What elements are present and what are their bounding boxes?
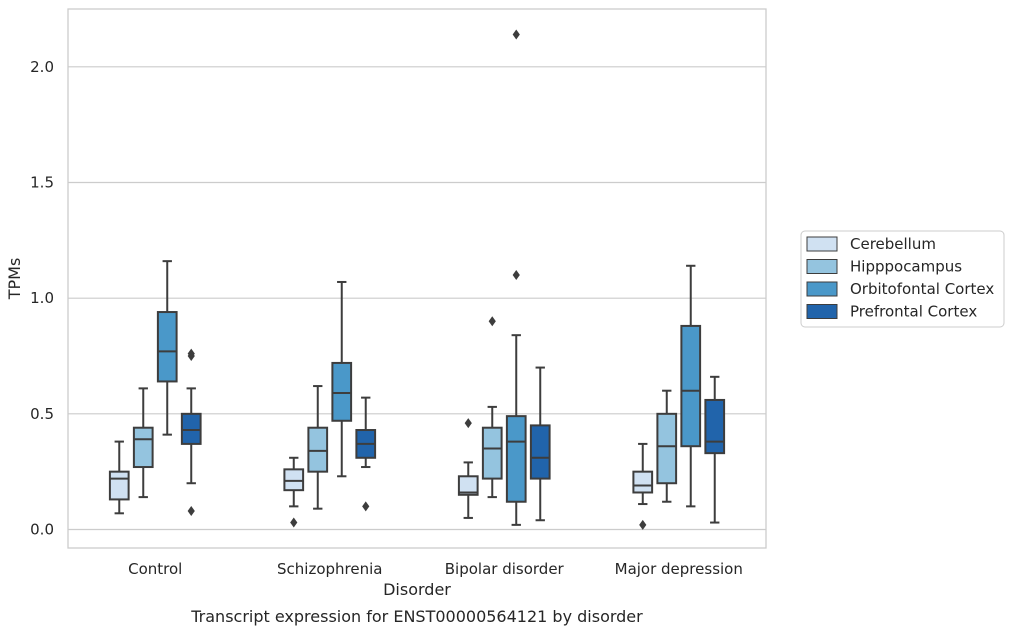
y-tick-label: 2.0 <box>30 58 54 76</box>
legend-label: Prefrontal Cortex <box>850 303 977 321</box>
outlier-point <box>187 505 195 516</box>
legend-swatch <box>806 281 838 297</box>
y-axis-ticks: 0.0 0.5 1.0 1.5 2.0 <box>30 58 54 539</box>
outlier-point <box>362 501 370 512</box>
box <box>632 442 654 530</box>
y-tick-label: 1.5 <box>30 173 54 191</box>
box <box>180 348 202 516</box>
legend-entry: Prefrontal Cortex <box>806 303 977 321</box>
box-iqr <box>656 412 678 485</box>
box <box>156 260 178 436</box>
box-iqr <box>331 361 353 422</box>
legend-swatch <box>806 236 838 252</box>
box <box>331 280 353 478</box>
box-iqr <box>180 412 202 445</box>
series-orbitofontal-cortex <box>156 29 702 526</box>
legend-entry: Cerebellum <box>806 235 936 253</box>
outlier-point <box>464 418 472 429</box>
legend-frame <box>800 230 1005 328</box>
box-iqr <box>307 426 329 473</box>
y-tick-label: 1.0 <box>30 289 54 307</box>
box-series <box>108 29 726 530</box>
box-iqr <box>457 475 479 496</box>
x-axis-label: Disorder <box>383 580 451 599</box>
x-tick-label: Schizophrenia <box>277 560 382 578</box>
legend-label: Cerebellum <box>850 235 936 253</box>
legend: Cerebellum Hipppocampus Orbitofontal Corte… <box>800 230 1005 328</box>
box <box>656 389 678 503</box>
box-iqr <box>632 470 654 494</box>
series-hipppocampus <box>132 316 678 510</box>
chart-caption: Transcript expression for ENST0000056412… <box>190 607 643 626</box>
box-iqr <box>529 424 551 480</box>
box-iqr <box>505 415 527 503</box>
outlier-point <box>187 348 195 359</box>
outlier-point <box>488 316 496 327</box>
box-iqr <box>680 324 702 448</box>
box-iqr <box>108 470 130 501</box>
box <box>505 29 527 526</box>
box <box>108 440 130 515</box>
y-axis-label: TPMs <box>5 258 24 301</box>
box <box>704 375 726 524</box>
box-iqr <box>283 468 305 492</box>
box-iqr <box>481 426 503 480</box>
x-tick-label: Control <box>128 560 182 578</box>
outlier-point <box>512 270 520 281</box>
x-tick-label: Major depression <box>615 560 743 578</box>
series-cerebellum <box>108 418 654 530</box>
outlier-point <box>639 519 647 530</box>
series-prefrontal-cortex <box>180 348 726 524</box>
legend-label: Orbitofontal Cortex <box>850 280 994 298</box>
y-tick-label: 0.0 <box>30 520 54 538</box>
plot-frame <box>67 8 767 549</box>
box-iqr <box>704 398 726 455</box>
box <box>481 316 503 499</box>
box <box>307 385 329 510</box>
legend-entry: Orbitofontal Cortex <box>806 280 994 298</box>
x-axis-ticks: Control Schizophrenia Bipolar disorder Majo… <box>128 560 743 578</box>
box <box>457 418 479 519</box>
box <box>529 366 551 522</box>
box <box>283 456 305 528</box>
legend-swatch <box>806 304 838 319</box>
box-iqr <box>132 426 154 469</box>
box <box>680 264 702 508</box>
x-tick-label: Bipolar disorder <box>445 560 565 578</box>
y-tick-label: 0.5 <box>30 405 54 423</box>
legend-label: Hipppocampus <box>850 258 962 276</box>
box <box>355 396 377 512</box>
outlier-point <box>290 517 298 528</box>
box <box>132 387 154 499</box>
legend-entry: Hipppocampus <box>806 258 962 276</box>
outlier-point <box>512 29 520 40</box>
box-iqr <box>156 311 178 383</box>
legend-swatch <box>806 259 838 274</box>
